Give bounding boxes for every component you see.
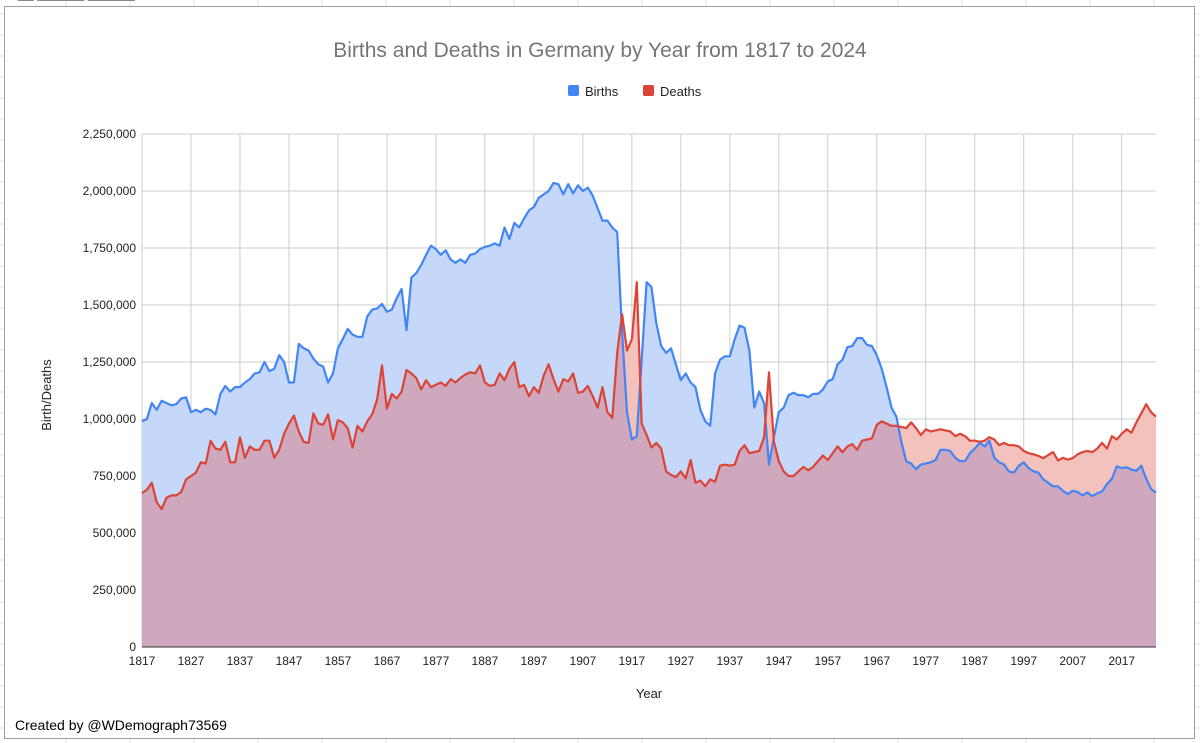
x-tick-label: 1857 — [325, 654, 352, 668]
y-tick-label: 1,750,000 — [83, 241, 137, 255]
y-tick-label: 1,500,000 — [83, 298, 137, 312]
y-axis-title: Birth/Deaths — [39, 359, 54, 431]
chart-container[interactable]: Births and Deaths in Germany by Year fro… — [4, 6, 1195, 739]
chart-area: Births and Deaths in Germany by Year fro… — [39, 39, 1157, 701]
x-tick-label: 1837 — [227, 654, 254, 668]
x-tick-label: 1947 — [765, 654, 792, 668]
x-tick-label: 1977 — [912, 654, 939, 668]
x-tick-label: 1817 — [129, 654, 156, 668]
x-tick-label: 1867 — [374, 654, 401, 668]
credit-text: Created by @WDemograph73569 — [15, 717, 227, 733]
x-tick-label: 1897 — [521, 654, 548, 668]
legend-label-deaths: Deaths — [660, 84, 702, 99]
x-tick-label: 1887 — [472, 654, 499, 668]
axes: 0 250,000 500,000 750,000 1,000,000 1,250,000… — [83, 127, 1156, 668]
spreadsheet-cut-row: ━━ ━━━━━━ ━━━━━━ — [18, 0, 135, 8]
births-line — [141, 181, 1157, 498]
deaths-line — [141, 281, 1157, 511]
x-tick-label: 1957 — [814, 654, 841, 668]
x-tick-label: 1937 — [716, 654, 743, 668]
y-tick-label: 2,250,000 — [83, 127, 137, 141]
x-axis-title: Year — [636, 686, 663, 701]
x-tick-label: 1847 — [276, 654, 303, 668]
x-tick-label: 1907 — [570, 654, 597, 668]
x-tick-label: 2007 — [1059, 654, 1086, 668]
overlap-area — [142, 282, 1156, 647]
x-tick-label: 1927 — [667, 654, 694, 668]
x-tick-label: 1877 — [423, 654, 450, 668]
chart-title: Births and Deaths in Germany by Year fro… — [333, 39, 867, 62]
y-tick-label: 500,000 — [93, 526, 137, 540]
y-tick-label: 1,250,000 — [83, 355, 137, 369]
x-tick-label: 1827 — [178, 654, 205, 668]
series-lines — [141, 181, 1157, 511]
y-tick-label: 1,000,000 — [83, 412, 137, 426]
legend-swatch-deaths — [643, 85, 654, 96]
x-tick-label: 1997 — [1010, 654, 1037, 668]
y-tick-label: 2,000,000 — [83, 184, 137, 198]
legend-swatch-births — [568, 85, 579, 96]
y-tick-label: 750,000 — [93, 469, 137, 483]
x-tick-label: 1917 — [619, 654, 646, 668]
x-tick-label: 1967 — [863, 654, 890, 668]
legend: Births Deaths — [568, 84, 702, 99]
series-areas — [142, 183, 1156, 647]
x-tick-label: 2017 — [1108, 654, 1135, 668]
y-tick-label: 250,000 — [93, 583, 137, 597]
x-tick-label: 1987 — [961, 654, 988, 668]
legend-label-births: Births — [585, 84, 619, 99]
y-tick-label: 0 — [129, 640, 136, 654]
